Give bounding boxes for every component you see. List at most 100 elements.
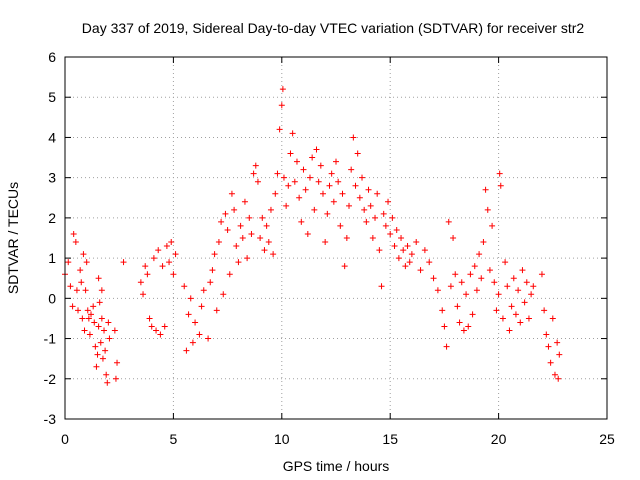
data-point (252, 162, 259, 169)
data-point (385, 198, 392, 205)
data-point (555, 375, 562, 382)
data-point (279, 86, 286, 93)
data-point (421, 247, 428, 254)
data-point (189, 339, 196, 346)
data-point (354, 150, 361, 157)
data-point (545, 343, 552, 350)
data-point (510, 275, 517, 282)
data-point (398, 235, 405, 241)
data-point (365, 186, 372, 193)
data-point (287, 150, 294, 157)
data-point (452, 271, 459, 278)
data-point (382, 222, 389, 229)
data-point (369, 235, 376, 241)
y-tick-label: 6 (48, 49, 56, 65)
data-point (159, 263, 166, 270)
data-point (142, 263, 149, 270)
data-point (153, 327, 160, 334)
data-point (73, 287, 80, 294)
data-point (378, 283, 385, 290)
data-point (346, 202, 353, 209)
data-point (324, 210, 331, 217)
data-point (231, 206, 238, 213)
data-point (393, 226, 400, 233)
data-point (465, 323, 472, 330)
data-point (114, 359, 121, 366)
data-point (426, 259, 433, 266)
data-point (283, 202, 290, 209)
data-point (376, 247, 383, 254)
data-point (502, 259, 509, 266)
data-points (62, 86, 563, 386)
data-point (434, 287, 441, 294)
data-point (65, 259, 72, 266)
data-point (554, 339, 561, 346)
data-point (140, 291, 147, 298)
data-point (244, 255, 251, 262)
data-point (161, 323, 168, 330)
data-point (185, 311, 192, 318)
data-point (515, 287, 522, 294)
data-point (361, 206, 368, 213)
data-point (86, 331, 93, 338)
data-point (103, 371, 110, 378)
data-point (69, 303, 76, 310)
y-tick-label: 3 (48, 170, 56, 186)
y-tick-label: 5 (48, 89, 56, 105)
data-point (413, 239, 420, 246)
data-point (254, 178, 261, 185)
data-point (120, 259, 127, 266)
data-point (289, 130, 296, 137)
data-point (246, 214, 253, 221)
data-point (458, 279, 465, 286)
data-point (543, 331, 550, 338)
data-point (78, 279, 85, 286)
plot-frame (64, 56, 608, 420)
x-tick-label: 5 (170, 431, 178, 447)
data-point (82, 287, 89, 294)
data-point (104, 379, 111, 386)
data-point (372, 214, 379, 221)
y-tick-label: 1 (48, 250, 56, 266)
data-point (237, 222, 244, 229)
data-point (79, 315, 86, 322)
data-point (183, 347, 190, 354)
data-point (300, 166, 307, 173)
data-point (400, 247, 407, 254)
data-point (207, 279, 214, 286)
data-point (198, 303, 205, 310)
data-point (339, 190, 346, 197)
data-point (341, 263, 348, 270)
data-point (478, 275, 485, 282)
data-point (306, 174, 313, 181)
data-point (309, 154, 316, 161)
tick-marks (64, 56, 608, 420)
data-point (443, 343, 450, 350)
data-point (215, 239, 222, 246)
data-point (391, 243, 398, 250)
data-point (328, 170, 335, 177)
data-point (166, 259, 173, 266)
data-point (467, 271, 474, 278)
data-point (493, 307, 500, 314)
data-point (146, 315, 153, 322)
data-point (72, 239, 79, 246)
data-point (270, 251, 277, 258)
data-point (77, 267, 84, 274)
grid-lines (65, 57, 607, 419)
data-point (172, 251, 179, 258)
data-point (293, 158, 300, 165)
data-point (102, 347, 109, 354)
x-tick-label: 0 (61, 431, 69, 447)
data-point (454, 303, 461, 310)
y-tick-label: -3 (44, 411, 57, 427)
data-point (84, 307, 91, 314)
data-point (497, 182, 504, 189)
data-point (211, 251, 218, 258)
data-point (220, 291, 227, 298)
data-point (250, 170, 257, 177)
data-point (96, 299, 103, 306)
data-point (276, 126, 283, 133)
data-point (192, 319, 199, 326)
data-point (476, 251, 483, 258)
